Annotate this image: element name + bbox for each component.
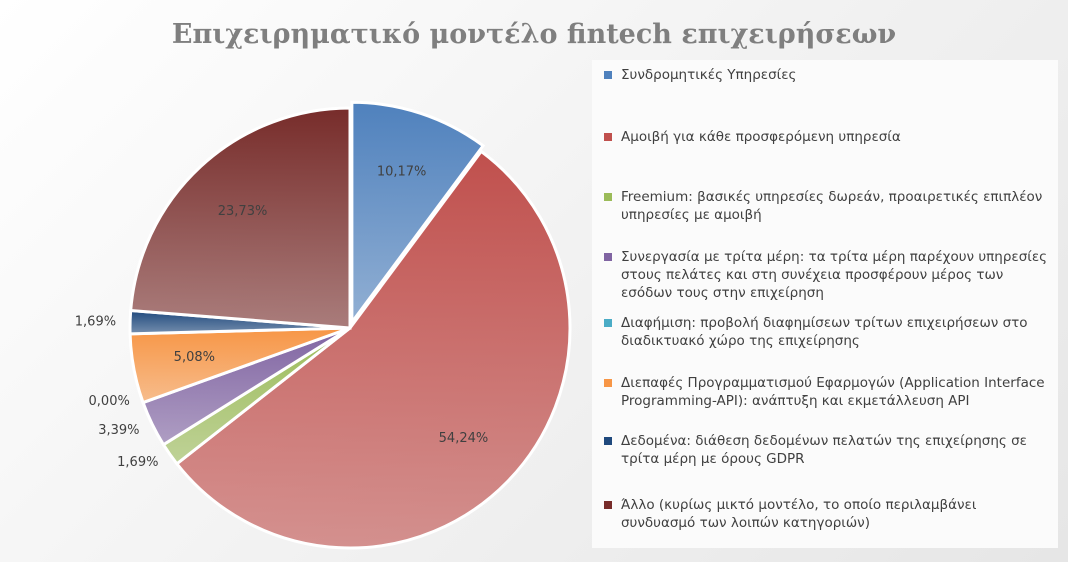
- chart-title: Επιχειρηματικό μοντέλο fintech επιχειρήσ…: [172, 19, 896, 50]
- data-label: 10,17%: [377, 164, 427, 179]
- legend-label: Αμοιβή για κάθε προσφερόμενη υπηρεσία: [621, 129, 901, 145]
- legend-item: Συνδρομητικές Υπηρεσίες: [604, 66, 1049, 84]
- legend-label: Άλλο (κυρίως μικτό μοντέλο, το οποίο περ…: [621, 497, 977, 531]
- legend-label: Δεδομένα: διάθεση δεδομένων πελατών της …: [621, 433, 1027, 467]
- legend-label: Freemium: βασικές υπηρεσίες δωρεάν, προα…: [621, 189, 1043, 223]
- legend-swatch: [604, 379, 612, 387]
- legend-label: Διαφήμιση: προβολή διαφημίσεων τρίτων επ…: [621, 315, 1028, 349]
- legend-item: Άλλο (κυρίως μικτό μοντέλο, το οποίο περ…: [604, 496, 1049, 532]
- data-label: 5,08%: [174, 350, 215, 365]
- data-label: 1,69%: [117, 455, 158, 470]
- legend-item: Διεπαφές Προγραμματισμού Εφαρμογών (Appl…: [604, 374, 1049, 410]
- pie-slice: [350, 100, 486, 327]
- legend-item: Αμοιβή για κάθε προσφερόμενη υπηρεσία: [604, 128, 1049, 146]
- legend-item: Δεδομένα: διάθεση δεδομένων πελατών της …: [604, 432, 1049, 468]
- data-label: 23,73%: [218, 204, 268, 219]
- legend-item: Διαφήμιση: προβολή διαφημίσεων τρίτων επ…: [604, 314, 1049, 350]
- legend-swatch: [604, 501, 612, 509]
- data-label: 54,24%: [439, 431, 489, 446]
- legend-label: Διεπαφές Προγραμματισμού Εφαρμογών (Appl…: [621, 375, 1045, 409]
- data-label: 1,69%: [75, 314, 116, 329]
- data-label: 3,39%: [98, 423, 139, 438]
- data-label: 0,00%: [89, 394, 130, 409]
- pie-slice: [174, 149, 572, 550]
- legend-swatch: [604, 133, 612, 141]
- legend-label: Συνεργασία με τρίτα μέρη: τα τρίτα μέρη …: [621, 249, 1048, 301]
- legend-swatch: [604, 71, 612, 79]
- legend-swatch: [604, 319, 612, 327]
- legend-item: Freemium: βασικές υπηρεσίες δωρεάν, προα…: [604, 188, 1049, 224]
- pie-slice: [129, 106, 352, 330]
- legend-swatch: [604, 193, 612, 201]
- legend-item: Συνεργασία με τρίτα μέρη: τα τρίτα μέρη …: [604, 248, 1049, 302]
- legend-swatch: [604, 253, 612, 261]
- legend-label: Συνδρομητικές Υπηρεσίες: [621, 67, 797, 83]
- legend-swatch: [604, 437, 612, 445]
- legend: Συνδρομητικές Υπηρεσίες Αμοιβή για κάθε π…: [592, 60, 1058, 548]
